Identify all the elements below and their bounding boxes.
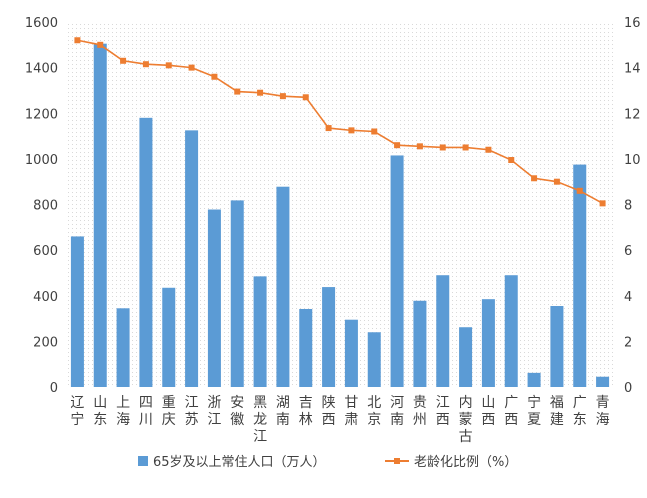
y-left-tick-label: 600: [33, 244, 58, 259]
line-point-23: [599, 200, 606, 207]
y-left-tick-label: 1400: [25, 62, 58, 77]
line-point-19: [508, 157, 515, 164]
y-left-tick-label: 0: [50, 381, 58, 396]
y-right-tick-label: 12: [624, 107, 641, 122]
line-point-17: [462, 144, 469, 151]
y-right-tick-label: 8: [624, 199, 632, 214]
bar-21: [550, 306, 564, 387]
category-label: 江西: [436, 395, 450, 428]
line-point-3: [142, 61, 149, 68]
bar-0: [70, 236, 84, 387]
line-point-7: [234, 88, 241, 95]
line-point-6: [211, 73, 218, 80]
y-right-tick-label: 10: [624, 153, 641, 168]
line-point-1: [97, 41, 104, 48]
category-label: 广东: [573, 395, 587, 428]
bar-3: [139, 117, 153, 387]
bar-2: [116, 308, 130, 387]
category-label: 浙江: [207, 395, 221, 428]
line-point-13: [371, 128, 378, 135]
line-point-14: [394, 142, 401, 149]
line-point-18: [485, 146, 492, 153]
line-point-21: [553, 178, 560, 185]
line-point-4: [165, 62, 172, 69]
y-right-tick-label: 6: [624, 244, 632, 259]
bar-4: [162, 287, 176, 387]
bar-16: [436, 275, 450, 387]
line-point-8: [257, 89, 264, 96]
line-series: [77, 39, 603, 205]
y-left-tick-label: 1000: [25, 153, 58, 168]
category-label: 广西: [504, 395, 518, 428]
y-left-tick-label: 200: [33, 335, 58, 350]
y-left-tick-label: 1200: [25, 107, 58, 122]
category-label: 重庆: [162, 395, 176, 428]
line-point-16: [439, 144, 446, 151]
y-right-tick-label: 16: [624, 16, 641, 31]
bar-20: [527, 372, 541, 387]
category-label: 吉林: [299, 395, 313, 428]
line-point-22: [576, 187, 583, 194]
bar-8: [253, 276, 267, 387]
y-left-tick-label: 1600: [25, 16, 58, 31]
bar-22: [573, 164, 587, 387]
bar-18: [481, 299, 495, 387]
category-label: 上海: [116, 395, 130, 428]
bar-23: [596, 376, 610, 387]
y-left-tick-label: 400: [33, 290, 58, 305]
y-left-tick-label: 800: [33, 199, 58, 214]
category-label: 安徽: [230, 395, 244, 428]
line-point-0: [74, 37, 81, 44]
category-label: 福建: [550, 395, 564, 428]
legend-label-line: 老龄化比例（%）: [414, 455, 517, 470]
category-label: 湖南: [276, 395, 290, 428]
line-point-9: [279, 93, 286, 100]
y-right-tick-label: 2: [624, 335, 632, 350]
category-label: 内蒙古: [459, 395, 473, 445]
line-point-20: [531, 175, 538, 182]
category-label: 山东: [93, 395, 107, 428]
category-label: 辽宁: [70, 395, 84, 428]
category-label: 北京: [367, 395, 381, 428]
y-right-tick-label: 14: [624, 62, 641, 77]
bar-6: [207, 209, 221, 387]
category-label: 甘肃: [344, 395, 358, 428]
bar-1: [93, 43, 107, 387]
category-label: 贵州: [413, 395, 427, 428]
line-point-12: [348, 127, 355, 134]
category-label: 宁夏: [527, 394, 541, 428]
bar-14: [390, 155, 404, 387]
bar-10: [299, 308, 313, 387]
category-label: 黑龙江: [253, 395, 267, 445]
line-point-10: [302, 94, 309, 101]
bar-9: [276, 186, 290, 387]
bar-15: [413, 300, 427, 387]
line-point-2: [120, 57, 127, 64]
category-label: 陕西: [322, 395, 336, 428]
bar-17: [459, 327, 473, 387]
category-label: 四川: [139, 395, 153, 428]
line-point-11: [325, 125, 332, 132]
bar-11: [322, 287, 336, 387]
bar-12: [344, 319, 358, 387]
category-label: 河南: [390, 395, 404, 428]
legend-swatch-bar: [138, 456, 148, 466]
bar-13: [367, 332, 381, 387]
category-label: 江苏: [185, 395, 199, 428]
category-label: 山西: [481, 395, 495, 428]
y-right-tick-label: 4: [624, 290, 632, 305]
plot-area: [66, 22, 614, 387]
category-label: 青海: [596, 395, 610, 428]
bar-5: [185, 130, 199, 387]
line-point-15: [416, 143, 423, 150]
bar-7: [230, 200, 244, 387]
line-point-5: [188, 64, 195, 71]
legend-marker-line: [394, 458, 400, 464]
bar-19: [504, 275, 518, 387]
legend-label-bar: 65岁及以上常住人口（万人）: [153, 455, 326, 470]
y-right-tick-label: 0: [624, 381, 632, 396]
